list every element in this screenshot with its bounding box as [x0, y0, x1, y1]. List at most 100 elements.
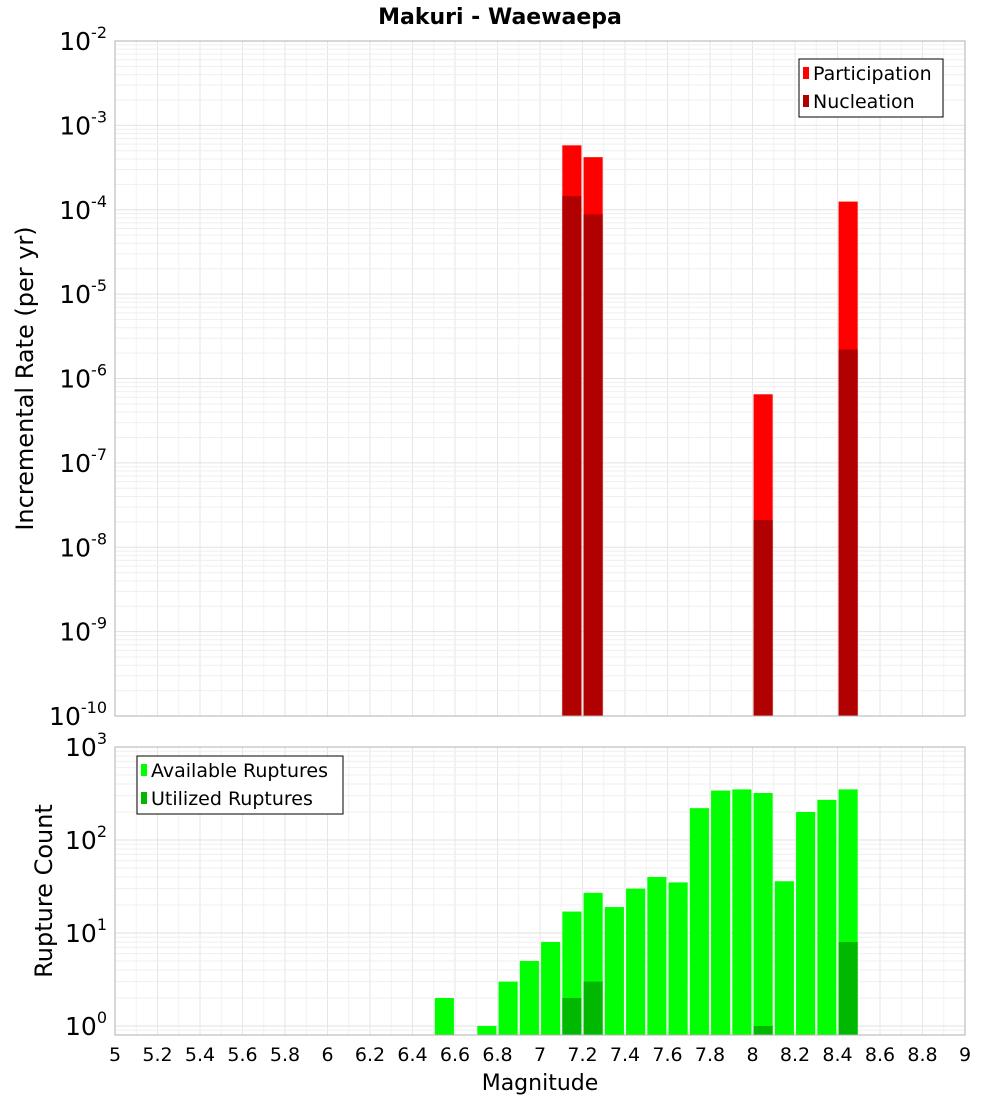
- bar-available-ruptures: [774, 881, 794, 1035]
- chart-legend: Participation Nucleation: [798, 58, 944, 118]
- bar-available-ruptures: [434, 997, 454, 1035]
- bar-available-ruptures: [519, 960, 539, 1035]
- bar-available-ruptures: [604, 907, 624, 1035]
- y-tick-exponent: -5: [91, 276, 107, 295]
- y-tick-base: 10: [59, 280, 91, 309]
- x-tick-label: 9: [959, 1044, 971, 1066]
- y-tick-exponent: 3: [97, 729, 107, 748]
- bar-nucleation: [583, 214, 603, 717]
- legend-entry: Nucleation: [813, 91, 915, 113]
- x-tick-label: 8: [746, 1044, 758, 1066]
- x-tick-label: 5: [109, 1044, 121, 1066]
- bar-available-ruptures: [817, 799, 837, 1035]
- bar-utilized-ruptures: [753, 1025, 773, 1035]
- y-tick-exponent: -2: [91, 23, 107, 42]
- y-tick-label: 10-7: [59, 445, 107, 478]
- legend-swatch: [141, 792, 147, 804]
- y-tick-base: 10: [65, 919, 97, 948]
- y-tick-label: 10-10: [49, 698, 107, 731]
- bar-utilized-ruptures: [583, 981, 603, 1035]
- bar-available-ruptures: [668, 882, 688, 1035]
- y-tick-base: 10: [49, 702, 81, 731]
- bar-utilized-ruptures: [838, 942, 858, 1035]
- bar-nucleation: [562, 196, 582, 716]
- y-axis-label: Rupture Count: [30, 804, 58, 978]
- y-tick-base: 10: [65, 826, 97, 855]
- chart-panel-1: 10-1010-910-810-710-610-510-410-310-2Inc…: [11, 5, 966, 731]
- y-tick-base: 10: [59, 111, 91, 140]
- y-tick-base: 10: [59, 196, 91, 225]
- x-tick-label: 8.2: [780, 1044, 810, 1066]
- y-tick-exponent: -7: [91, 445, 107, 464]
- plot-frame: [114, 40, 966, 717]
- bar-available-ruptures: [541, 942, 561, 1035]
- y-tick-exponent: 2: [97, 822, 107, 841]
- y-tick-label: 10-2: [59, 23, 107, 56]
- bar-utilized-ruptures: [562, 997, 582, 1035]
- y-tick-label: 101: [65, 915, 107, 948]
- legend-entry: Participation: [813, 63, 932, 85]
- y-tick-exponent: -10: [81, 698, 107, 717]
- bar-available-ruptures: [498, 981, 518, 1035]
- legend-entry: Utilized Ruptures: [151, 788, 313, 810]
- x-tick-label: 8.8: [907, 1044, 937, 1066]
- y-tick-base: 10: [65, 733, 97, 762]
- bar-available-ruptures: [796, 812, 816, 1035]
- legend-box: [798, 58, 944, 118]
- bar-available-ruptures: [732, 789, 752, 1035]
- x-tick-label: 6.2: [355, 1044, 385, 1066]
- y-tick-base: 10: [65, 1012, 97, 1041]
- bar-available-ruptures: [689, 808, 709, 1035]
- y-tick-label: 10-5: [59, 276, 107, 309]
- bar-available-ruptures: [647, 877, 667, 1035]
- y-tick-exponent: 1: [97, 915, 107, 934]
- x-tick-label: 5.4: [185, 1044, 215, 1066]
- bar-available-ruptures: [477, 1025, 497, 1035]
- x-tick-label: 6.8: [482, 1044, 512, 1066]
- y-tick-exponent: -4: [91, 192, 107, 211]
- y-tick-label: 10-4: [59, 192, 107, 225]
- bar-available-ruptures: [711, 790, 731, 1035]
- bar-available-ruptures: [626, 888, 646, 1035]
- y-tick-exponent: -9: [91, 614, 107, 633]
- x-tick-label: 7.8: [695, 1044, 725, 1066]
- x-tick-label: 5.6: [227, 1044, 257, 1066]
- y-tick-base: 10: [59, 27, 91, 56]
- y-tick-base: 10: [59, 365, 91, 394]
- x-tick-label: 5.2: [142, 1044, 172, 1066]
- chart-title: Makuri - Waewaepa: [378, 5, 622, 30]
- y-tick-label: 10-6: [59, 361, 107, 394]
- x-tick-label: 7.4: [610, 1044, 640, 1066]
- y-tick-label: 10-3: [59, 107, 107, 140]
- x-tick-label: 6.4: [397, 1044, 427, 1066]
- y-tick-exponent: 0: [97, 1008, 107, 1027]
- legend-box: [136, 755, 344, 815]
- legend-entry: Available Ruptures: [151, 760, 328, 782]
- y-axis-label: Incremental Rate (per yr): [11, 226, 39, 530]
- legend-swatch: [141, 764, 147, 776]
- x-tick-label: 6.6: [440, 1044, 470, 1066]
- x-tick-label: 6: [321, 1044, 333, 1066]
- y-tick-label: 102: [65, 822, 107, 855]
- legend-swatch: [803, 67, 809, 79]
- x-tick-label: 8.4: [822, 1044, 852, 1066]
- x-tick-label: 8.6: [865, 1044, 895, 1066]
- y-tick-label: 10-9: [59, 614, 107, 647]
- y-tick-base: 10: [59, 449, 91, 478]
- y-tick-label: 103: [65, 729, 107, 762]
- y-tick-exponent: -8: [91, 529, 107, 548]
- x-tick-label: 7: [534, 1044, 546, 1066]
- x-axis-label: Magnitude: [482, 1071, 599, 1096]
- y-tick-label: 10-8: [59, 529, 107, 562]
- plot-frame: [114, 746, 966, 1036]
- y-tick-base: 10: [59, 533, 91, 562]
- chart-legend: Available Ruptures Utilized Ruptures: [136, 755, 344, 815]
- x-tick-label: 7.6: [652, 1044, 682, 1066]
- y-tick-exponent: -3: [91, 107, 107, 126]
- bar-nucleation: [753, 520, 773, 716]
- y-tick-exponent: -6: [91, 361, 107, 380]
- bar-available-ruptures: [753, 793, 773, 1035]
